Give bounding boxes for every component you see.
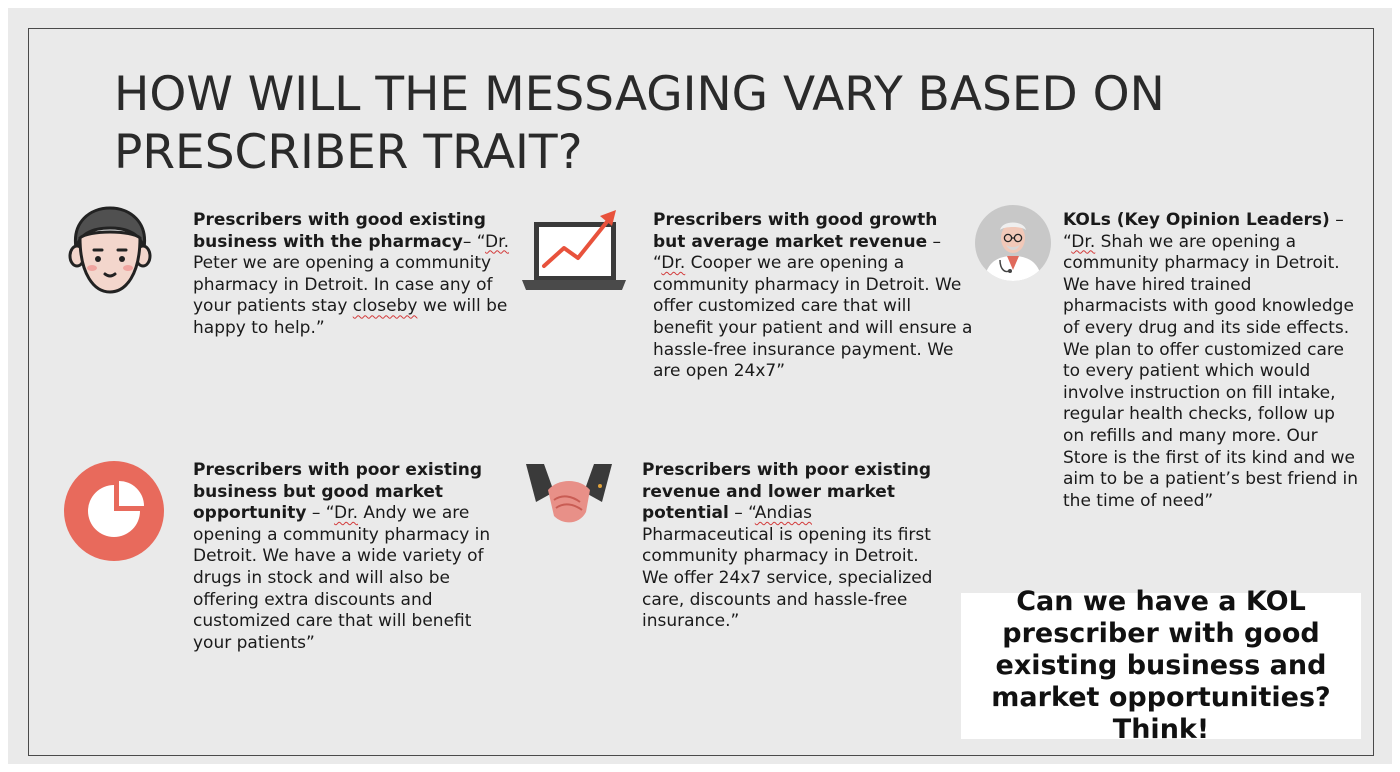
- segment-5-text: Prescribers with poor existing revenue a…: [642, 460, 942, 633]
- segment-4-text: Prescribers with poor existing business …: [193, 460, 505, 654]
- callout-box: Can we have a KOL prescriber with good e…: [961, 586, 1361, 745]
- person-face-icon: [68, 206, 152, 294]
- segment-1-body: Peter we are opening a community pharmac…: [193, 253, 493, 317]
- handshake-icon: [526, 464, 612, 523]
- segment-2-heading: Prescribers with good growth but average…: [653, 210, 938, 252]
- doctor-avatar-icon: [975, 205, 1051, 281]
- segment-2-separator: – “: [653, 231, 942, 274]
- segment-1-separator: – “: [462, 231, 486, 252]
- slide-border: [28, 28, 1374, 756]
- segment-3-first-word: Dr.: [1071, 231, 1096, 252]
- segment-3-heading: KOLs (Key Opinion Leaders): [1063, 210, 1330, 230]
- segment-5-heading: Prescribers with poor existing revenue a…: [642, 460, 932, 524]
- slide-title: HOW WILL THE MESSAGING VARY BASED ON PRE…: [114, 67, 1165, 180]
- segment-2-text: Prescribers with good growth but average…: [653, 210, 973, 383]
- segment-3-text: KOLs (Key Opinion Leaders) – “Dr. Shah w…: [1063, 210, 1358, 512]
- slide: HOW WILL THE MESSAGING VARY BASED ON PRE…: [8, 8, 1392, 764]
- segment-5-body: Pharmaceutical is opening its first comm…: [642, 524, 933, 632]
- segment-3-separator: – “: [1063, 210, 1344, 252]
- segment-5-first-word: Andias: [754, 503, 812, 524]
- segment-1-tail: we will be happy to help.”: [193, 296, 508, 338]
- segment-4-separator: – “: [306, 503, 335, 524]
- segment-4-heading: Prescribers with poor existing business …: [193, 460, 483, 524]
- segment-1-first-word: Dr.: [485, 231, 509, 252]
- segment-1-flagged-word: closeby: [352, 296, 418, 317]
- segment-1-heading: Prescribers with good existing business …: [193, 210, 486, 252]
- callout-text: Can we have a KOL prescriber with good e…: [991, 586, 1331, 745]
- pie-chart-icon: [64, 461, 164, 561]
- segment-4-first-word: Dr.: [334, 503, 358, 524]
- segment-1-text: Prescribers with good existing business …: [193, 210, 513, 340]
- segment-4-body: Andy we are opening a community pharmacy…: [193, 503, 491, 653]
- segment-5-separator: – “: [728, 503, 755, 524]
- segment-2-first-word: Dr.: [661, 253, 686, 274]
- laptop-growth-chart-icon: [522, 210, 626, 290]
- segment-3-body: Shah we are opening a community pharmacy…: [1063, 231, 1359, 511]
- segment-2-body: Cooper we are opening a community pharma…: [653, 253, 973, 382]
